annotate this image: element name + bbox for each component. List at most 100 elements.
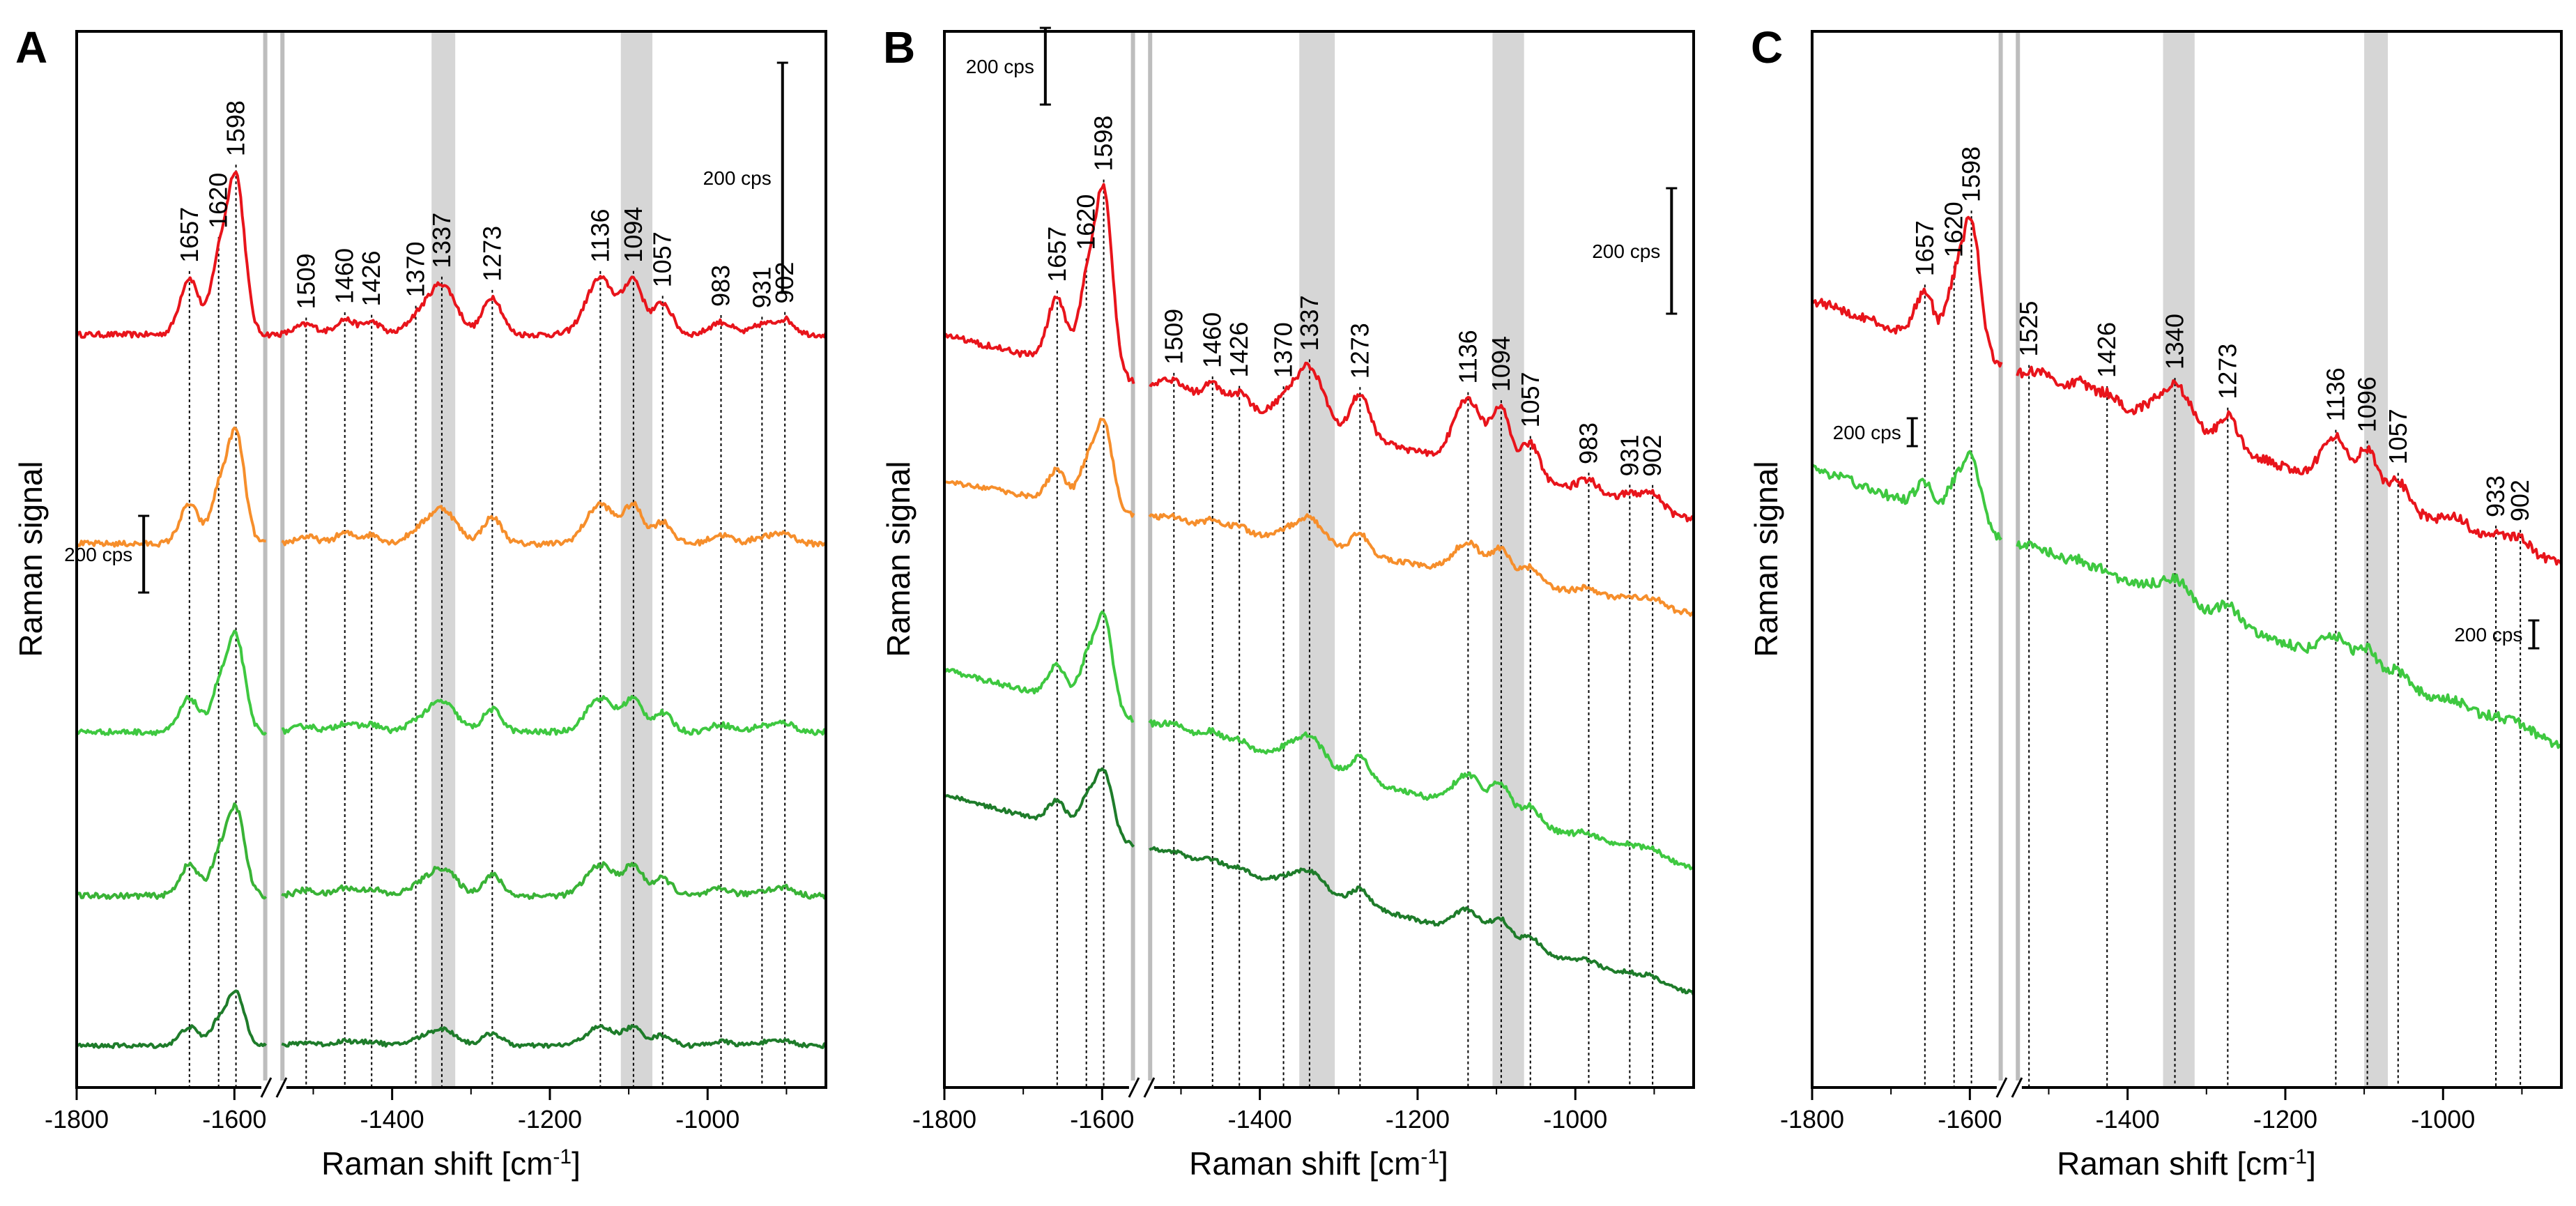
peak-label: 1620 xyxy=(1072,194,1101,250)
x-tick-label: -1400 xyxy=(2096,1105,2160,1134)
scale-bars: 200 cps 200 cps xyxy=(966,26,1678,315)
peak-label: 1509 xyxy=(291,254,320,310)
axis-break-bar xyxy=(1998,31,2003,1087)
peak-label: 902 xyxy=(1638,435,1666,477)
panel-letter: C xyxy=(1751,22,1783,72)
scale-bar-label: 200 cps xyxy=(966,56,1034,77)
peak-lines xyxy=(1056,179,1654,1087)
spectrum-line xyxy=(75,629,827,736)
scale-bar-label: 200 cps xyxy=(1592,241,1660,262)
axis-break-slash xyxy=(260,1077,273,1098)
peak-label: 1657 xyxy=(1910,220,1939,276)
peak-label: 1598 xyxy=(1089,116,1118,171)
peak-label: 1509 xyxy=(1159,309,1188,365)
axis-break-marks xyxy=(1128,1077,1156,1098)
shaded-bands xyxy=(1130,31,1524,1087)
panel-letter: A xyxy=(15,22,47,72)
spectrum-line xyxy=(943,183,1694,523)
scale-bar-label: 200 cps xyxy=(64,544,132,565)
x-tick-label: -1800 xyxy=(912,1105,976,1134)
x-axis-title: Raman shift [cm-1] xyxy=(1189,1145,1448,1182)
x-tick-label: -1000 xyxy=(675,1105,739,1134)
axis-break-bar xyxy=(263,31,268,1087)
y-axis-title: Raman signal xyxy=(13,461,49,657)
spectrum-line xyxy=(1811,215,2563,566)
peak-label: 1340 xyxy=(2161,314,2189,369)
peak-label: 1370 xyxy=(1269,322,1298,378)
y-axis-title: Raman signal xyxy=(880,461,917,657)
scale-bars: 200 cps 200 cps xyxy=(1833,417,2540,650)
axis-break-slash xyxy=(1128,1077,1140,1098)
peak-label: 1426 xyxy=(2092,322,2121,378)
x-tick-label: -1600 xyxy=(1938,1105,2002,1134)
spectra xyxy=(943,183,1695,996)
x-tick-label: -1200 xyxy=(1386,1105,1450,1134)
x-tick-label: -1000 xyxy=(1543,1105,1607,1134)
scale-bar-label: 200 cps xyxy=(1833,422,1901,443)
peak-label: 902 xyxy=(2506,480,2534,521)
axis-break-marks xyxy=(1995,1077,2023,1098)
x-tick-label: -1800 xyxy=(45,1105,109,1134)
x-tick-label: -1400 xyxy=(360,1105,424,1134)
peak-label: 1136 xyxy=(1453,330,1482,383)
x-tick-label: -1600 xyxy=(1070,1105,1134,1134)
spectrum-line xyxy=(75,170,827,339)
plot-frame xyxy=(943,30,1695,1089)
peak-label: 1136 xyxy=(2321,367,2349,421)
shaded-band xyxy=(431,31,456,1087)
x-tick-label: -1000 xyxy=(2411,1105,2475,1134)
peak-label: 1460 xyxy=(1198,312,1227,368)
peak-label: 902 xyxy=(770,262,799,304)
plot-frame xyxy=(75,30,827,1089)
x-axis-ticks: -1800 -1600 -1400 -1200 -1000 xyxy=(912,1087,1655,1134)
x-tick-label: -1600 xyxy=(202,1105,266,1134)
peak-label: 1337 xyxy=(427,213,456,268)
x-axis-title: Raman shift [cm-1] xyxy=(2057,1145,2316,1182)
peak-lines xyxy=(188,165,786,1087)
peak-label: 933 xyxy=(2481,475,2510,517)
y-axis-title: Raman signal xyxy=(1748,461,1784,657)
spectra xyxy=(1811,215,2563,749)
peak-label: 1370 xyxy=(401,241,430,297)
peak-label: 1598 xyxy=(222,100,250,156)
spectrum-line xyxy=(1811,450,2562,749)
axis-break-marks xyxy=(260,1077,288,1098)
peak-label: 1136 xyxy=(585,208,614,262)
peak-label: 1337 xyxy=(1295,295,1324,351)
axis-break-slash xyxy=(1143,1077,1156,1098)
peak-label: 983 xyxy=(1574,422,1603,464)
peak-label: 1094 xyxy=(619,207,647,263)
x-tick-label: -1800 xyxy=(1780,1105,1844,1134)
shaded-band xyxy=(2163,31,2195,1087)
axis-break-bar xyxy=(1130,31,1135,1087)
x-axis-ticks: -1800 -1600 -1400 -1200 -1000 xyxy=(45,1087,788,1134)
peak-label: 1096 xyxy=(2353,376,2382,432)
shaded-band xyxy=(620,31,653,1087)
axis-break-bar xyxy=(280,31,285,1087)
peak-label: 983 xyxy=(707,265,735,307)
panel-letter: B xyxy=(883,22,915,72)
scale-bar-label: 200 cps xyxy=(703,167,772,189)
spectrum-line xyxy=(75,426,827,548)
peak-label: 1426 xyxy=(1225,321,1253,377)
peak-label: 1273 xyxy=(2213,344,2241,399)
peak-label: 1273 xyxy=(1345,323,1374,379)
spectrum-line xyxy=(75,802,827,900)
spectrum-line xyxy=(75,989,827,1049)
shaded-band xyxy=(1492,31,1524,1087)
spectra xyxy=(75,170,827,1049)
shaded-band xyxy=(1299,31,1335,1087)
peak-label: 931 xyxy=(1615,434,1643,476)
axis-break-bar xyxy=(1148,31,1153,1087)
peak-label: 1094 xyxy=(1487,336,1515,392)
x-tick-label: -1400 xyxy=(1228,1105,1292,1134)
x-tick-label: -1200 xyxy=(518,1105,582,1134)
x-tick-label: -1200 xyxy=(2253,1105,2317,1134)
shaded-band xyxy=(2364,31,2389,1087)
peak-label: 1657 xyxy=(1043,227,1071,282)
